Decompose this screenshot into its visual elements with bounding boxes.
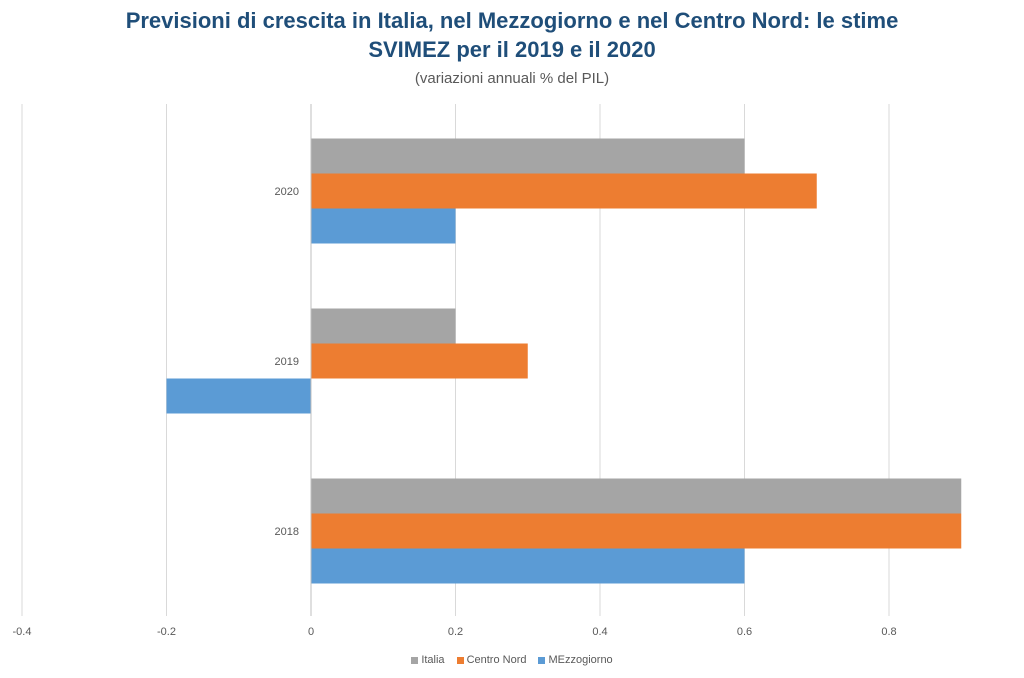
bar-centro-nord-2019 — [311, 343, 528, 379]
x-tick-label: 0 — [308, 626, 314, 638]
x-tick-label: 0.2 — [448, 626, 463, 638]
chart-title-line-1: Previsioni di crescita in Italia, nel Me… — [125, 8, 899, 33]
legend-label-italia: Italia — [421, 654, 445, 666]
bar-italia-2020 — [311, 138, 745, 174]
chart-subtitle: (variazioni annuali % del PIL) — [414, 70, 610, 87]
legend: Italia Centro Nord MEzzogiorno — [0, 654, 1024, 666]
x-tick-label: 0.4 — [592, 626, 607, 638]
legend-swatch-italia — [411, 656, 419, 664]
legend-item-mezzogiorno: MEzzogiorno — [538, 654, 613, 666]
x-tick-label: 0.6 — [737, 626, 752, 638]
x-tick-label: -0.4 — [13, 626, 32, 638]
bar-mezzogiorno-2020 — [311, 208, 456, 244]
bar-mezzogiorno-2019 — [166, 378, 311, 414]
category-label: 2020 — [275, 186, 299, 198]
bar-centro-nord-2020 — [311, 173, 817, 209]
bar-italia-2018 — [311, 478, 962, 514]
bar-centro-nord-2018 — [311, 513, 962, 549]
legend-swatch-centro-nord — [456, 656, 464, 664]
x-tick-label: 0.8 — [881, 626, 896, 638]
chart-title-line-2: SVIMEZ per il 2019 e il 2020 — [368, 37, 656, 62]
bar-italia-2019 — [311, 308, 456, 344]
legend-swatch-mezzogiorno — [538, 656, 546, 664]
legend-item-italia: Italia — [411, 654, 445, 666]
category-label: 2018 — [275, 526, 299, 538]
legend-label-centro-nord: Centro Nord — [466, 654, 527, 666]
category-label: 2019 — [275, 356, 299, 368]
legend-item-centro-nord: Centro Nord — [456, 654, 527, 666]
legend-label-mezzogiorno: MEzzogiorno — [548, 654, 613, 666]
bar-mezzogiorno-2018 — [311, 548, 745, 584]
x-tick-label: -0.2 — [157, 626, 176, 638]
